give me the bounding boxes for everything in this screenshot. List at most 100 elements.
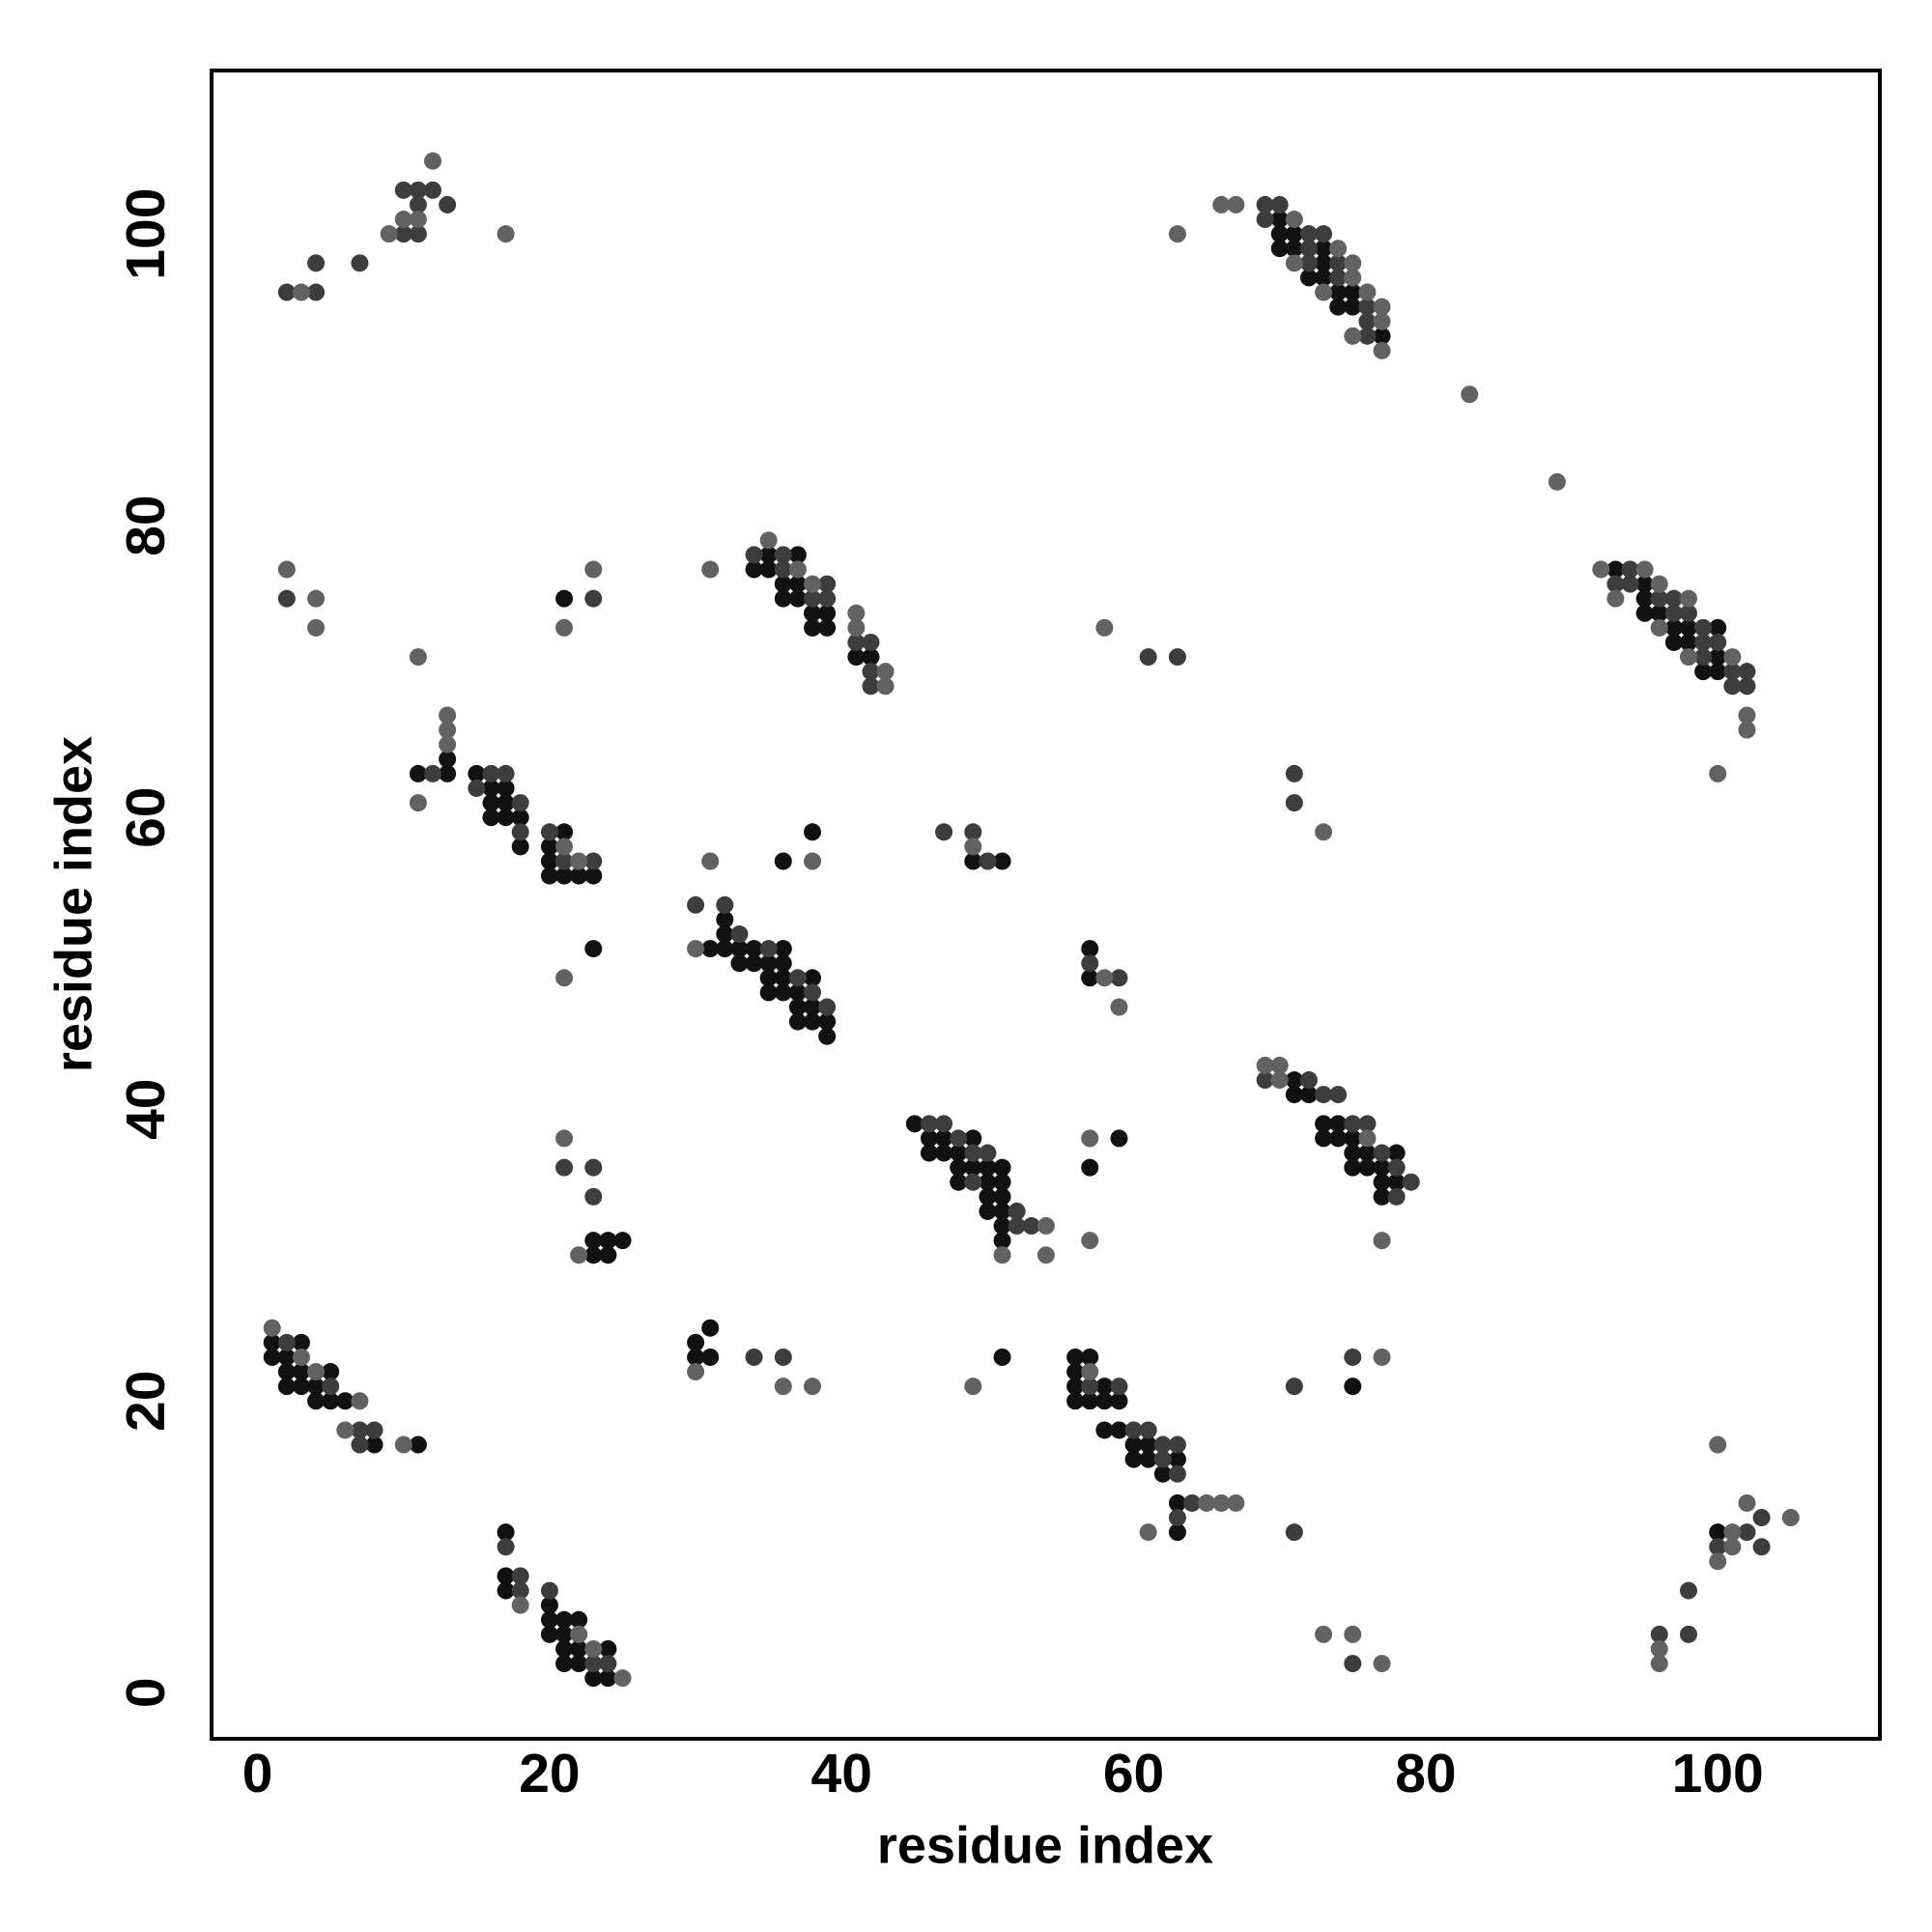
point	[1344, 1625, 1362, 1643]
plot-frame	[210, 69, 1882, 1741]
point	[993, 1158, 1011, 1177]
point	[599, 1639, 617, 1658]
point	[745, 546, 763, 564]
point	[1358, 327, 1377, 345]
point	[1285, 211, 1303, 229]
point	[788, 983, 807, 1002]
point	[1387, 1173, 1406, 1191]
point	[774, 1348, 792, 1366]
point	[964, 852, 982, 870]
point	[1285, 794, 1303, 812]
point	[745, 954, 763, 973]
point	[774, 546, 792, 564]
point	[1168, 1464, 1186, 1483]
point	[716, 940, 734, 958]
point	[1344, 298, 1362, 316]
point	[1227, 195, 1245, 213]
point	[1285, 254, 1303, 272]
point	[1635, 604, 1654, 622]
point	[993, 1173, 1011, 1191]
point	[1081, 1232, 1099, 1250]
point	[804, 998, 822, 1016]
point	[1299, 269, 1318, 287]
y-tick-label: 60	[115, 786, 177, 847]
point	[804, 823, 822, 841]
point	[394, 211, 412, 229]
point	[1081, 1348, 1099, 1366]
point	[1008, 1202, 1026, 1220]
point	[1168, 1450, 1186, 1468]
point	[1168, 1523, 1186, 1542]
point	[1664, 633, 1683, 651]
point	[1285, 1071, 1303, 1090]
point	[322, 1378, 340, 1396]
point	[555, 1655, 574, 1673]
point	[1723, 677, 1742, 696]
point	[1110, 998, 1128, 1016]
point	[993, 1246, 1011, 1264]
point	[716, 895, 734, 914]
point	[1358, 1115, 1377, 1133]
point	[570, 1639, 588, 1658]
point	[979, 1144, 997, 1162]
point	[701, 1348, 720, 1366]
point	[1066, 1348, 1085, 1366]
point	[277, 1348, 296, 1366]
point	[497, 809, 515, 827]
point	[584, 1232, 603, 1250]
point	[1650, 589, 1668, 608]
point	[1781, 1509, 1800, 1527]
point	[979, 1202, 997, 1220]
point	[1344, 1144, 1362, 1162]
point	[993, 852, 1011, 870]
point	[1124, 1421, 1143, 1439]
point	[687, 895, 705, 914]
point	[920, 1144, 938, 1162]
point	[1168, 648, 1186, 667]
point	[1752, 1509, 1771, 1527]
point	[1358, 283, 1377, 301]
point	[424, 181, 442, 199]
point	[979, 1173, 997, 1191]
point	[277, 1363, 296, 1381]
point	[804, 618, 822, 637]
point	[497, 1523, 515, 1542]
point	[1606, 575, 1625, 593]
point	[1168, 1509, 1186, 1527]
point	[439, 750, 457, 768]
point	[1285, 225, 1303, 243]
point	[1095, 1378, 1114, 1396]
point	[1650, 1639, 1668, 1658]
point	[1635, 575, 1654, 593]
point	[409, 648, 427, 667]
point	[1344, 1115, 1362, 1133]
point	[1212, 195, 1231, 213]
point	[409, 1435, 427, 1454]
point	[1329, 254, 1348, 272]
point	[1344, 1348, 1362, 1366]
point	[497, 225, 515, 243]
y-tick-label: 20	[115, 1371, 177, 1432]
point	[701, 1319, 720, 1337]
point	[804, 983, 822, 1002]
point	[292, 1348, 310, 1366]
point	[1315, 1625, 1333, 1643]
point	[1256, 1071, 1274, 1090]
point	[1679, 633, 1697, 651]
point	[1738, 1493, 1756, 1512]
point	[1315, 1129, 1333, 1148]
point	[788, 560, 807, 579]
point	[511, 823, 529, 841]
y-tick-label: 0	[115, 1677, 177, 1708]
point	[1183, 1493, 1202, 1512]
point	[1709, 764, 1727, 782]
point	[1709, 1523, 1727, 1542]
point	[1738, 663, 1756, 681]
point	[511, 1596, 529, 1614]
x-tick-label: 0	[242, 1743, 273, 1804]
point	[920, 1115, 938, 1133]
point	[584, 1639, 603, 1658]
point	[584, 1655, 603, 1673]
point	[1315, 240, 1333, 258]
point	[1694, 663, 1713, 681]
